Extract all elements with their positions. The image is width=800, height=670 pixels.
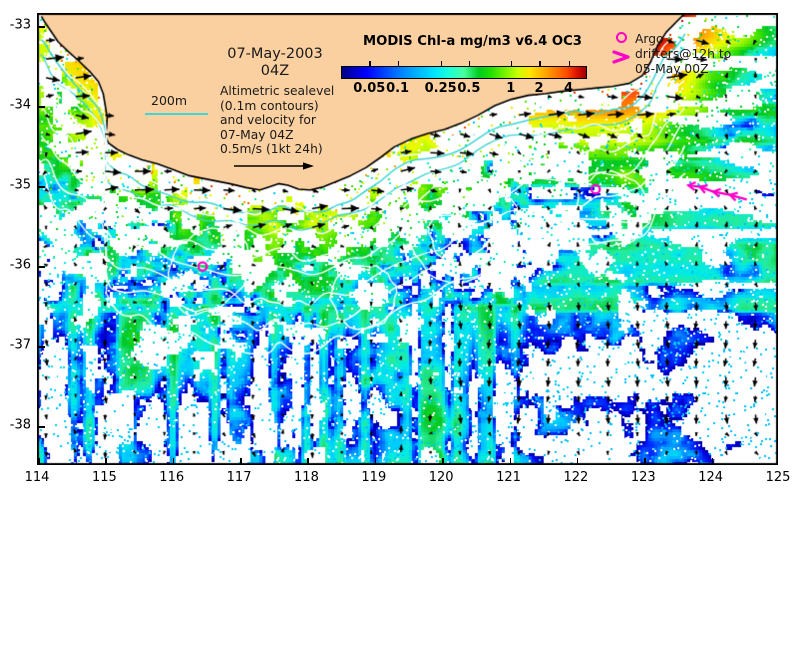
y-tick-label: -37 — [9, 337, 31, 353]
y-tick — [38, 106, 45, 108]
colorbar-gradient — [341, 66, 587, 79]
x-tick — [644, 457, 646, 464]
x-tick — [711, 457, 714, 464]
x-tick — [442, 457, 444, 464]
y-tick-label: -38 — [9, 417, 31, 433]
x-tick-label: 124 — [698, 470, 724, 485]
x-tick — [576, 457, 579, 464]
x-tick-label: 120 — [428, 470, 454, 485]
date-stamp: 07-May-2003 04Z — [227, 46, 323, 80]
colorbar-tick-label: 0.5 — [457, 81, 481, 96]
figure-root: 07-May-2003 04Z Altimetric sealevel (0.1… — [9, 13, 791, 485]
x-tick — [172, 457, 175, 464]
x-tick-label: 118 — [294, 470, 319, 485]
argo-legend-text: Argo drifters@12h to 05-May 00Z — [635, 32, 732, 76]
y-tick — [38, 266, 45, 268]
x-tick — [38, 457, 40, 464]
x-tick-label: 117 — [226, 470, 252, 485]
colorbar-tick — [369, 61, 371, 67]
argo-circle-icon — [616, 32, 627, 43]
colorbar-tick — [440, 61, 443, 67]
x-tick-label: 119 — [361, 470, 387, 485]
colorbar-tick-label: 2 — [534, 81, 544, 96]
x-tick — [240, 457, 242, 464]
colorbar-tick-label: 0.25 — [424, 81, 457, 96]
colorbar-tick-label: 0.1 — [386, 81, 410, 96]
x-tick-label: 123 — [630, 470, 656, 485]
x-tick — [105, 457, 107, 464]
x-tick-label: 121 — [496, 470, 521, 485]
colorbar-tick — [397, 61, 400, 67]
colorbar-title: MODIS Chl-a mg/m3 v6.4 OC3 — [363, 34, 582, 49]
x-tick — [307, 457, 309, 464]
x-tick-label: 115 — [91, 470, 117, 485]
map-plot-area[interactable]: 07-May-2003 04Z Altimetric sealevel (0.1… — [37, 13, 778, 465]
colorbar-tick — [510, 61, 513, 67]
y-tick — [38, 346, 45, 348]
argo-arrow-icon — [612, 50, 630, 64]
colorbar-tick — [468, 61, 471, 67]
y-tick — [38, 186, 45, 188]
colorbar-tick — [539, 61, 541, 67]
y-tick — [38, 426, 45, 428]
altimetry-note: Altimetric sealevel (0.1m contours) and … — [220, 84, 335, 156]
y-tick-label: -34 — [9, 97, 31, 113]
x-tick-label: 114 — [24, 470, 50, 485]
x-tick — [374, 457, 377, 464]
x-tick — [509, 457, 512, 464]
chlorophyll-map-canvas — [38, 14, 777, 464]
y-tick-label: -33 — [9, 17, 31, 33]
colorbar-tick-label: 0.05 — [353, 81, 386, 96]
x-tick-label: 125 — [765, 470, 791, 485]
x-tick-label: 116 — [159, 470, 185, 485]
y-tick — [38, 26, 45, 28]
colorbar-tick-label: 4 — [564, 81, 574, 96]
x-tick-label: 122 — [563, 470, 589, 485]
y-tick-label: -36 — [9, 257, 31, 273]
bathymetry-scale-line — [145, 113, 208, 115]
colorbar-tick — [568, 61, 571, 67]
velocity-reference-arrow — [234, 162, 314, 170]
bathymetry-scale-label: 200m — [151, 93, 188, 108]
colorbar-tick-label: 1 — [506, 81, 516, 96]
y-tick-label: -35 — [9, 177, 31, 193]
